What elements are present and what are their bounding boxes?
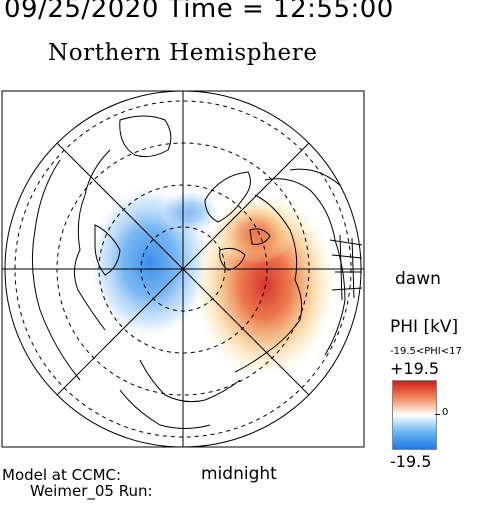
midnight-label: midnight bbox=[201, 464, 277, 484]
hemisphere-title: Northern Hemisphere bbox=[48, 40, 318, 66]
colorbar-zero-tick bbox=[435, 414, 440, 415]
legend-max-label: +19.5 bbox=[390, 359, 440, 378]
dawn-label: dawn bbox=[395, 269, 441, 289]
colorbar bbox=[392, 380, 437, 450]
model-label: Model at CCMC: bbox=[2, 466, 122, 484]
edge-grid bbox=[329, 234, 363, 301]
legend-min-label: -19.5 bbox=[390, 452, 432, 471]
legend-title: PHI [kV] bbox=[390, 317, 459, 337]
legend-zero-label: 0 bbox=[442, 407, 449, 418]
positive-potential-cell-upper bbox=[215, 200, 295, 264]
header-datetime: 09/25/2020 Time = 12:55:00 bbox=[4, 0, 394, 24]
meridian-lines bbox=[2, 91, 364, 447]
legend-range: -19.5<PHI<17 bbox=[390, 346, 462, 357]
run-label: Weimer_05 Run: bbox=[30, 482, 153, 500]
